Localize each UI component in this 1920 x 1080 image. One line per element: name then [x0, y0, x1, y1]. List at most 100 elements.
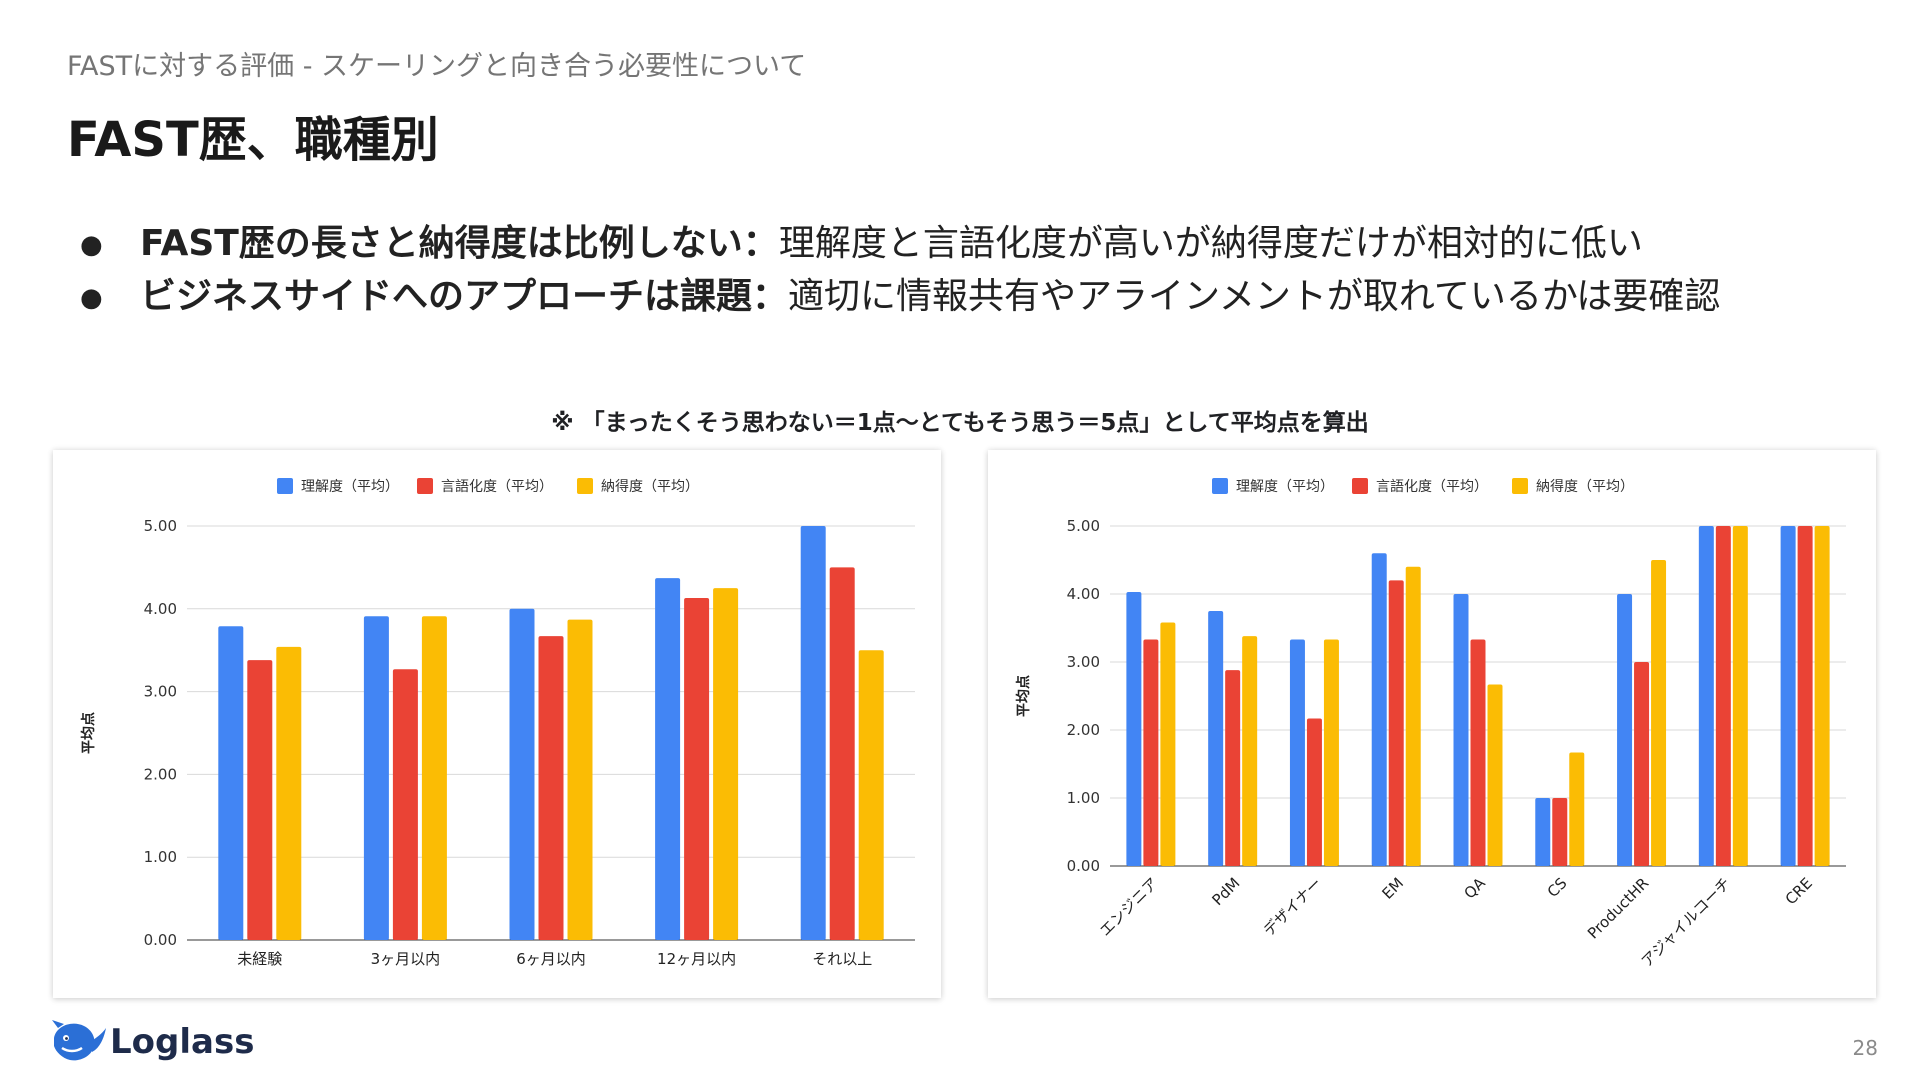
bar [1569, 752, 1585, 866]
y-tick-label: 1.00 [1067, 789, 1100, 807]
y-axis-label: 平均点 [80, 712, 97, 754]
bar [1797, 526, 1813, 866]
bar [567, 619, 593, 940]
y-tick-label: 0.00 [1067, 857, 1100, 875]
bar [1160, 622, 1176, 866]
x-tick-label: ProductHR [1584, 874, 1652, 942]
legend-swatch [277, 478, 293, 494]
bar [1388, 580, 1404, 866]
bullet-dot-icon: ● [80, 283, 103, 313]
bar [218, 626, 244, 940]
bar [247, 660, 273, 940]
bar [1208, 611, 1224, 866]
bar [1617, 594, 1633, 866]
x-tick-label: アジャイルコーチ [1638, 874, 1734, 970]
bar [1814, 526, 1830, 866]
y-tick-label: 3.00 [1067, 653, 1100, 671]
bar [1732, 526, 1748, 866]
x-tick-label: PdM [1208, 874, 1243, 909]
bar [1242, 636, 1258, 866]
y-tick-label: 4.00 [1067, 585, 1100, 603]
bar [684, 598, 710, 940]
bar [829, 567, 855, 940]
bullet-text: 理解度と言語化度が高いが納得度だけが相対的に低い [778, 223, 1643, 264]
bar [1715, 526, 1731, 866]
bar [1698, 526, 1714, 866]
y-tick-label: 0.00 [144, 931, 177, 949]
y-tick-label: 4.00 [144, 600, 177, 618]
bar [1225, 670, 1241, 866]
legend-label: 言語化度（平均） [1376, 479, 1488, 495]
bar [1371, 553, 1387, 866]
bar [421, 616, 447, 940]
slide-title: FAST歴、職種別 [67, 112, 439, 168]
bar [1143, 639, 1159, 866]
bullet-list: ● FAST歴の長さと納得度は比例しない：理解度と言語化度が高いが納得度だけが相対… [80, 218, 1720, 324]
y-axis-label: 平均点 [1015, 675, 1032, 717]
y-tick-label: 2.00 [1067, 721, 1100, 739]
bar [538, 636, 564, 940]
x-tick-label: 未経験 [237, 950, 282, 968]
legend-swatch [417, 478, 433, 494]
bar [800, 526, 826, 940]
bar [1306, 718, 1322, 866]
x-tick-label: CRE [1782, 874, 1816, 908]
bullet-item: ● FAST歴の長さと納得度は比例しない：理解度と言語化度が高いが納得度だけが相対… [80, 218, 1720, 271]
legend-swatch [1512, 478, 1528, 494]
y-tick-label: 3.00 [144, 683, 177, 701]
legend-label: 言語化度（平均） [441, 479, 553, 495]
y-tick-label: 1.00 [144, 848, 177, 866]
bar [392, 669, 418, 940]
logo-text: Loglass [110, 1022, 255, 1062]
x-tick-label: CS [1544, 874, 1571, 901]
y-tick-label: 5.00 [1067, 517, 1100, 535]
legend-label: 理解度（平均） [301, 479, 399, 495]
bar [1126, 591, 1142, 866]
x-tick-label: QA [1460, 874, 1489, 903]
bar [713, 588, 739, 940]
bar [276, 646, 302, 940]
x-tick-label: デザイナー [1260, 874, 1326, 940]
bar [1470, 639, 1486, 866]
scoring-note: ※ 「まったくそう思わない＝1点〜とてもそう思う＝5点」として平均点を算出 [551, 410, 1369, 436]
y-tick-label: 5.00 [144, 517, 177, 535]
bar [1780, 526, 1796, 866]
page-number: 28 [1852, 1036, 1878, 1060]
y-tick-label: 2.00 [144, 765, 177, 783]
x-tick-label: エンジニア [1096, 874, 1162, 940]
legend-label: 納得度（平均） [1536, 478, 1634, 495]
bar [1651, 560, 1667, 866]
bar [1323, 639, 1339, 866]
bar [509, 608, 535, 940]
loglass-logo-icon [52, 1020, 106, 1061]
x-tick-label: 3ヶ月以内 [371, 950, 441, 968]
legend-label: 納得度（平均） [601, 478, 699, 495]
bar [655, 578, 681, 940]
legend-label: 理解度（平均） [1236, 479, 1334, 495]
chart-card-job-type: 0.00 1.00 2.00 3.00 4.00 5.00 平均点エンジニア PdM デザイナー… [988, 450, 1876, 998]
legend-swatch [577, 478, 593, 494]
bar [1552, 798, 1568, 866]
bullet-text: 適切に情報共有やアラインメントが取れているかは要確認 [788, 276, 1721, 317]
bar [1453, 594, 1469, 866]
legend-swatch [1212, 478, 1228, 494]
bullet-item: ● ビジネスサイドへのアプローチは課題：適切に情報共有やアラインメントが取れている… [80, 271, 1720, 324]
x-tick-label: 6ヶ月以内 [516, 950, 586, 968]
slide-subtitle: FASTに対する評価 - スケーリングと向き合う必要性について [67, 51, 807, 82]
bullet-heading: ビジネスサイドへのアプローチは課題： [140, 276, 789, 317]
x-tick-label: 12ヶ月以内 [657, 950, 736, 968]
bar [1289, 639, 1305, 866]
chart-card-fast-tenure: 0.00 1.00 2.00 3.00 4.00 5.00 平均点未経験 3ヶ月以内 6ヶ月以内… [53, 450, 941, 998]
bullet-dot-icon: ● [80, 230, 103, 260]
x-tick-label: それ以上 [812, 950, 872, 968]
bar [363, 616, 389, 940]
legend-swatch [1352, 478, 1368, 494]
bar [1634, 662, 1650, 866]
bar [858, 650, 884, 940]
bar [1535, 798, 1551, 866]
bar [1487, 684, 1503, 866]
bullet-heading: FAST歴の長さと納得度は比例しない： [140, 223, 779, 264]
bar [1405, 566, 1421, 866]
